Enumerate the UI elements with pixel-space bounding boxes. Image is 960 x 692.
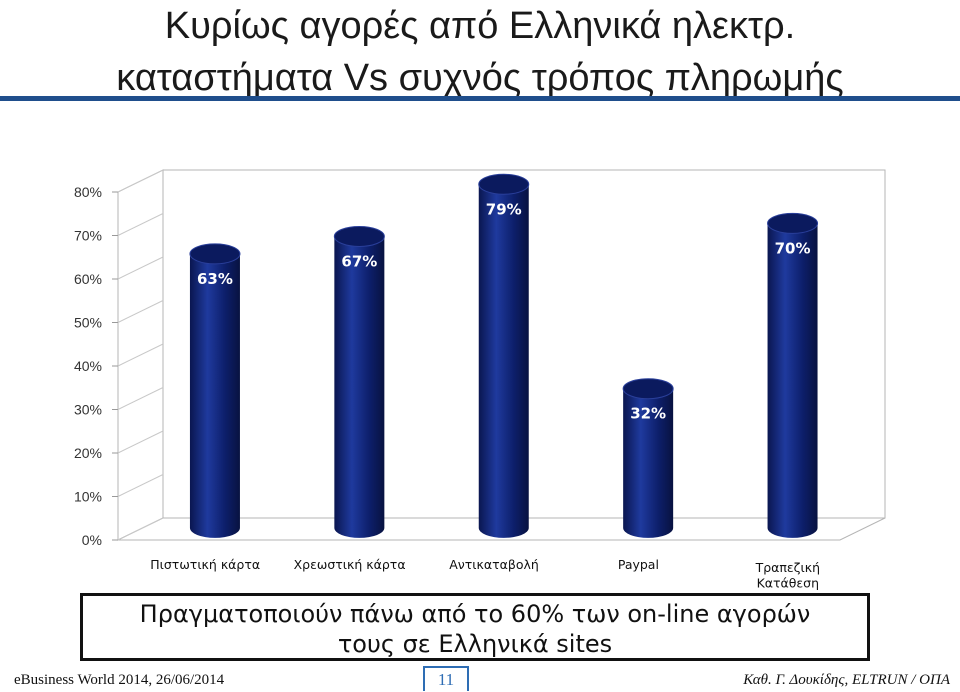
bar <box>478 184 529 538</box>
x-tick-label: Paypal <box>618 557 659 572</box>
y-tick-label: 30% <box>74 402 102 418</box>
title-line-2: καταστήματα Vs συχνός τρόπος πληρωμής <box>116 57 844 99</box>
y-grid-diagonal <box>117 256 164 280</box>
y-tick-label: 10% <box>74 489 102 505</box>
callout-line-2: τους σε Ελληνικά sites <box>337 630 613 658</box>
page-number: 11 <box>423 666 469 691</box>
callout-box: Πραγματοποιούν πάνω από το 60% των on-li… <box>80 593 870 661</box>
x-tick-label: Πιστωτική κάρτα <box>150 557 260 572</box>
bar-top <box>478 173 530 195</box>
y-grid-diagonal <box>117 430 164 454</box>
y-tick-label: 0% <box>82 532 102 548</box>
x-tick-label: Χρεωστική κάρτα <box>294 557 406 572</box>
bar <box>623 388 674 538</box>
y-grid-diagonal <box>117 300 164 323</box>
y-tick-label: 70% <box>74 228 102 244</box>
y-grid-diagonal <box>117 343 164 367</box>
data-label: 63% <box>197 270 233 288</box>
y-tick-label: 20% <box>74 445 102 461</box>
data-label: 79% <box>486 200 522 218</box>
y-tick-label: 40% <box>74 358 102 374</box>
y-grid-diagonal <box>117 213 164 236</box>
bar <box>189 253 240 538</box>
bar <box>334 236 385 538</box>
bar-top <box>767 212 819 234</box>
y-tick-label: 80% <box>74 184 102 200</box>
data-label: 70% <box>775 239 811 257</box>
footer-author: Καθ. Γ. Δουκίδης, ELTRUN / ΟΠΑ <box>743 672 950 688</box>
callout-line-1: Πραγματοποιούν πάνω από το 60% των on-li… <box>139 600 811 628</box>
bar-top <box>189 243 241 265</box>
y-grid-diagonal <box>117 474 164 497</box>
data-label: 67% <box>341 252 377 270</box>
bar <box>767 223 818 538</box>
data-label: 32% <box>630 405 666 423</box>
y-tick-label: 50% <box>74 315 102 331</box>
y-tick-label: 60% <box>74 271 102 287</box>
bar-top <box>333 225 385 247</box>
footer-event: eBusiness World 2014, 26/06/2014 <box>14 672 225 688</box>
y-grid-diagonal <box>117 387 164 410</box>
title-underline <box>0 96 960 101</box>
bar-chart: 0% 10% 20% 30% 40% 50% 60% 70% 80% 63% Πιστωτική … <box>74 169 886 591</box>
bar-top <box>622 378 674 400</box>
y-grid-diagonal <box>117 517 164 541</box>
x-tick-label: Αντικαταβολή <box>449 557 539 572</box>
x-tick-label: Τραπεζική Κατάθεση <box>755 560 820 591</box>
y-grid-diagonal <box>117 169 164 193</box>
title-line-1: Κυρίως αγορές από Ελληνικά ηλεκτρ. <box>164 5 796 47</box>
slide-title: Κυρίως αγορές από Ελληνικά ηλεκτρ. κατασ… <box>0 0 960 104</box>
